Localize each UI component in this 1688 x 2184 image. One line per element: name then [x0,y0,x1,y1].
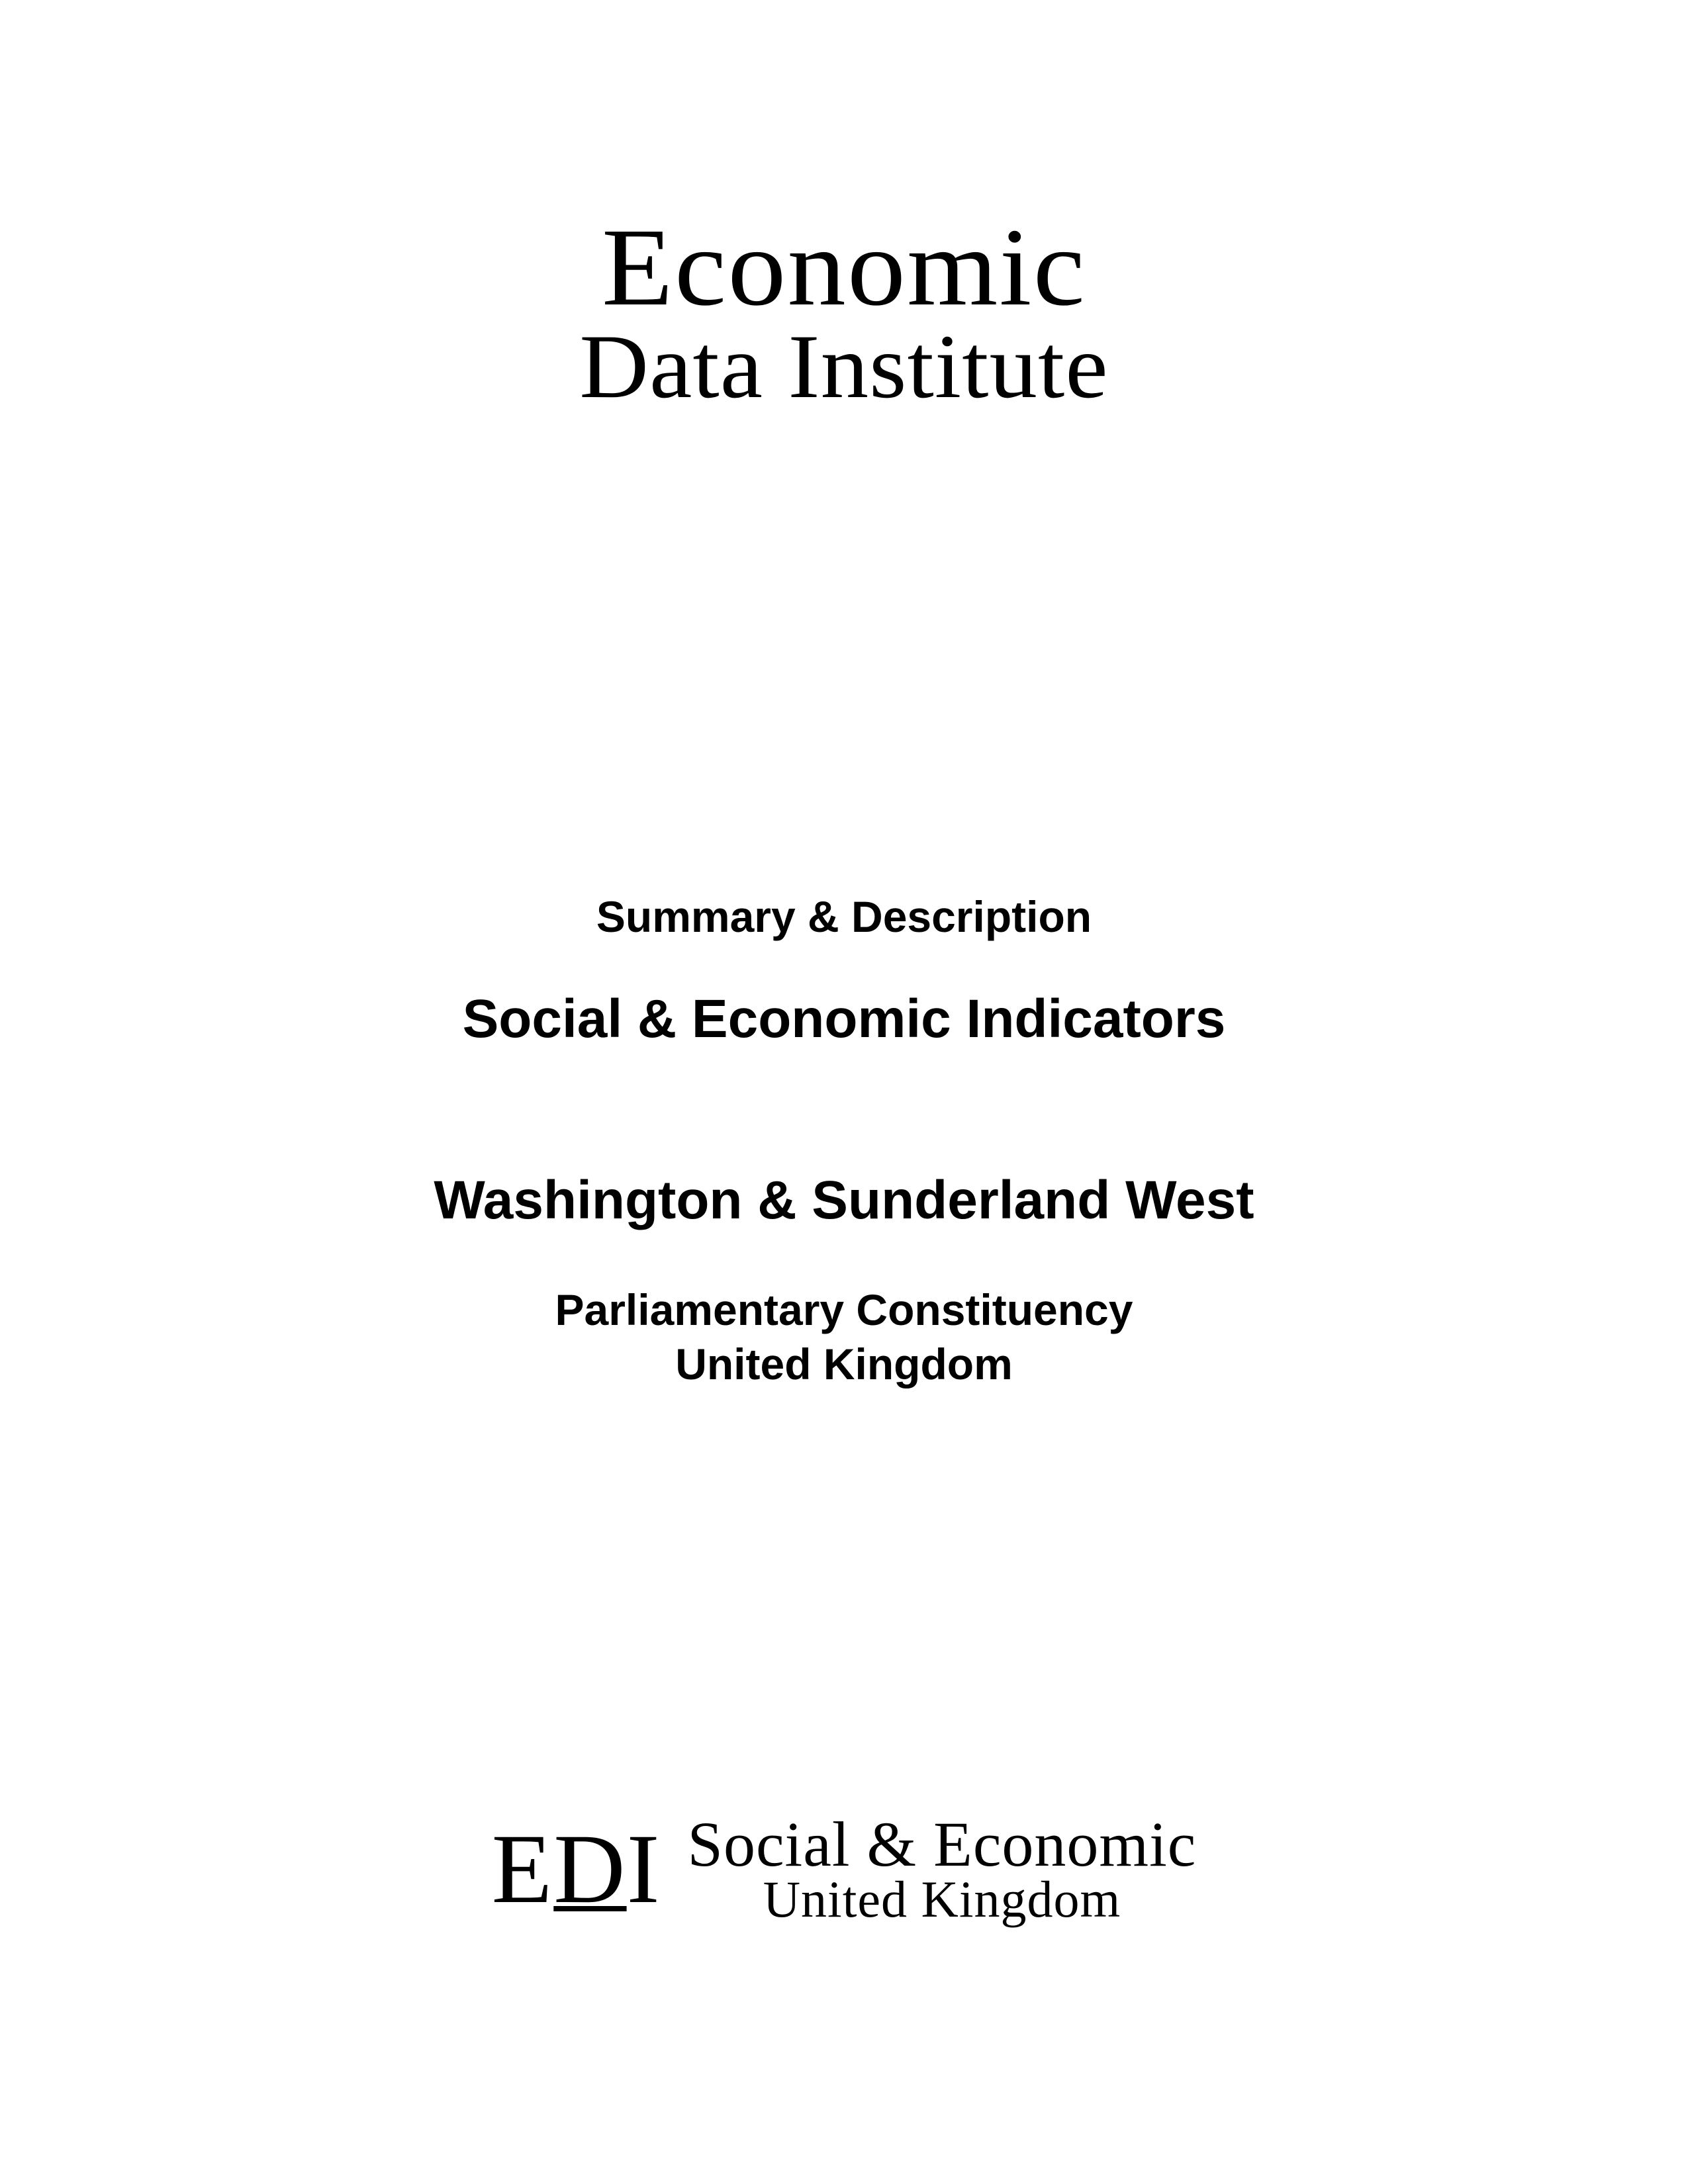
edi-text-line1: Social & Economic [688,1813,1197,1876]
top-logo-line1: Economic [166,212,1522,323]
edi-letter-i: I [627,1814,661,1924]
summary-label: Summary & Description [199,891,1489,942]
edi-letter-d: D [553,1814,626,1924]
bottom-logo: EDI Social & Economic United Kingdom [199,1813,1489,1925]
edi-letter-e: E [492,1814,554,1924]
center-block: Summary & Description Social & Economic … [199,891,1489,1389]
document-title-2: Washington & Sunderland West [199,1169,1489,1232]
document-title-1: Social & Economic Indicators [199,988,1489,1050]
edi-text-line2: United Kingdom [688,1874,1197,1925]
edi-mark: EDI [492,1819,661,1919]
subtitle-line-1: Parliamentary Constituency [199,1285,1489,1335]
subtitle-line-2: United Kingdom [199,1339,1489,1389]
edi-text: Social & Economic United Kingdom [688,1813,1197,1925]
document-page: Economic Data Institute Summary & Descri… [0,0,1688,2184]
top-logo-line2: Data Institute [166,319,1522,415]
top-logo: Economic Data Institute [199,212,1489,415]
